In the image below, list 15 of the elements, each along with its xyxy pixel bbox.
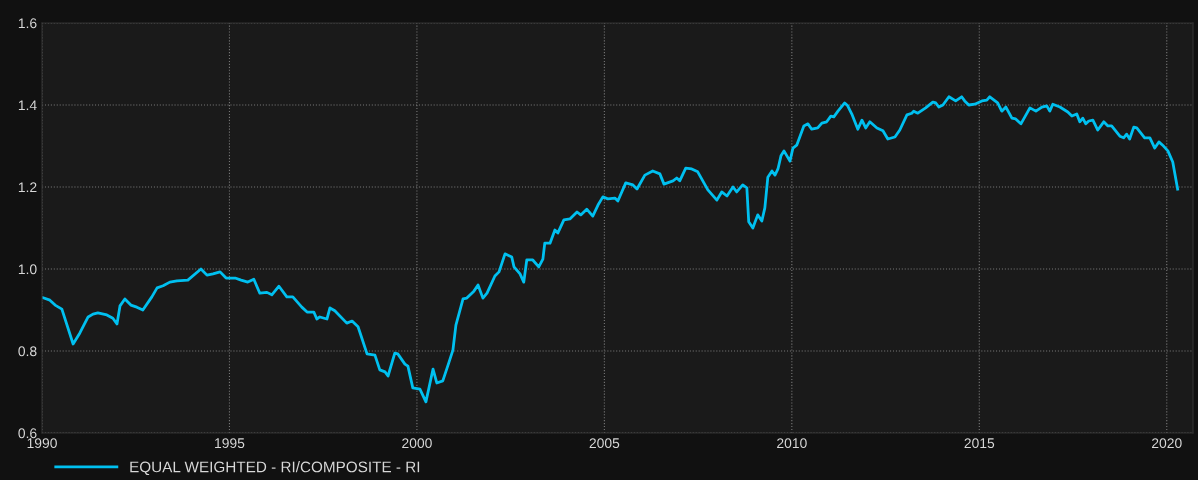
y-tick-label: 1.0 <box>18 264 37 275</box>
x-tick-label: 2020 <box>1152 438 1182 449</box>
x-tick-label: 2005 <box>589 438 620 449</box>
y-tick-label: 1.4 <box>18 100 37 111</box>
x-tick-label: 2000 <box>402 438 432 449</box>
y-tick-label: 0.6 <box>18 428 37 439</box>
line-series <box>42 95 1180 404</box>
y-tick-label: 0.8 <box>18 346 37 357</box>
x-tick-label: 1990 <box>27 438 57 449</box>
x-tick-label: 2015 <box>964 438 995 449</box>
x-tick-label: 1995 <box>215 438 245 449</box>
x-tick-label: 2010 <box>777 438 807 449</box>
legend-label: EQUAL WEIGHTED - RI/COMPOSITE - RI <box>130 461 420 476</box>
y-tick-label: 1.6 <box>18 18 37 29</box>
y-tick-label: 1.2 <box>18 182 37 193</box>
